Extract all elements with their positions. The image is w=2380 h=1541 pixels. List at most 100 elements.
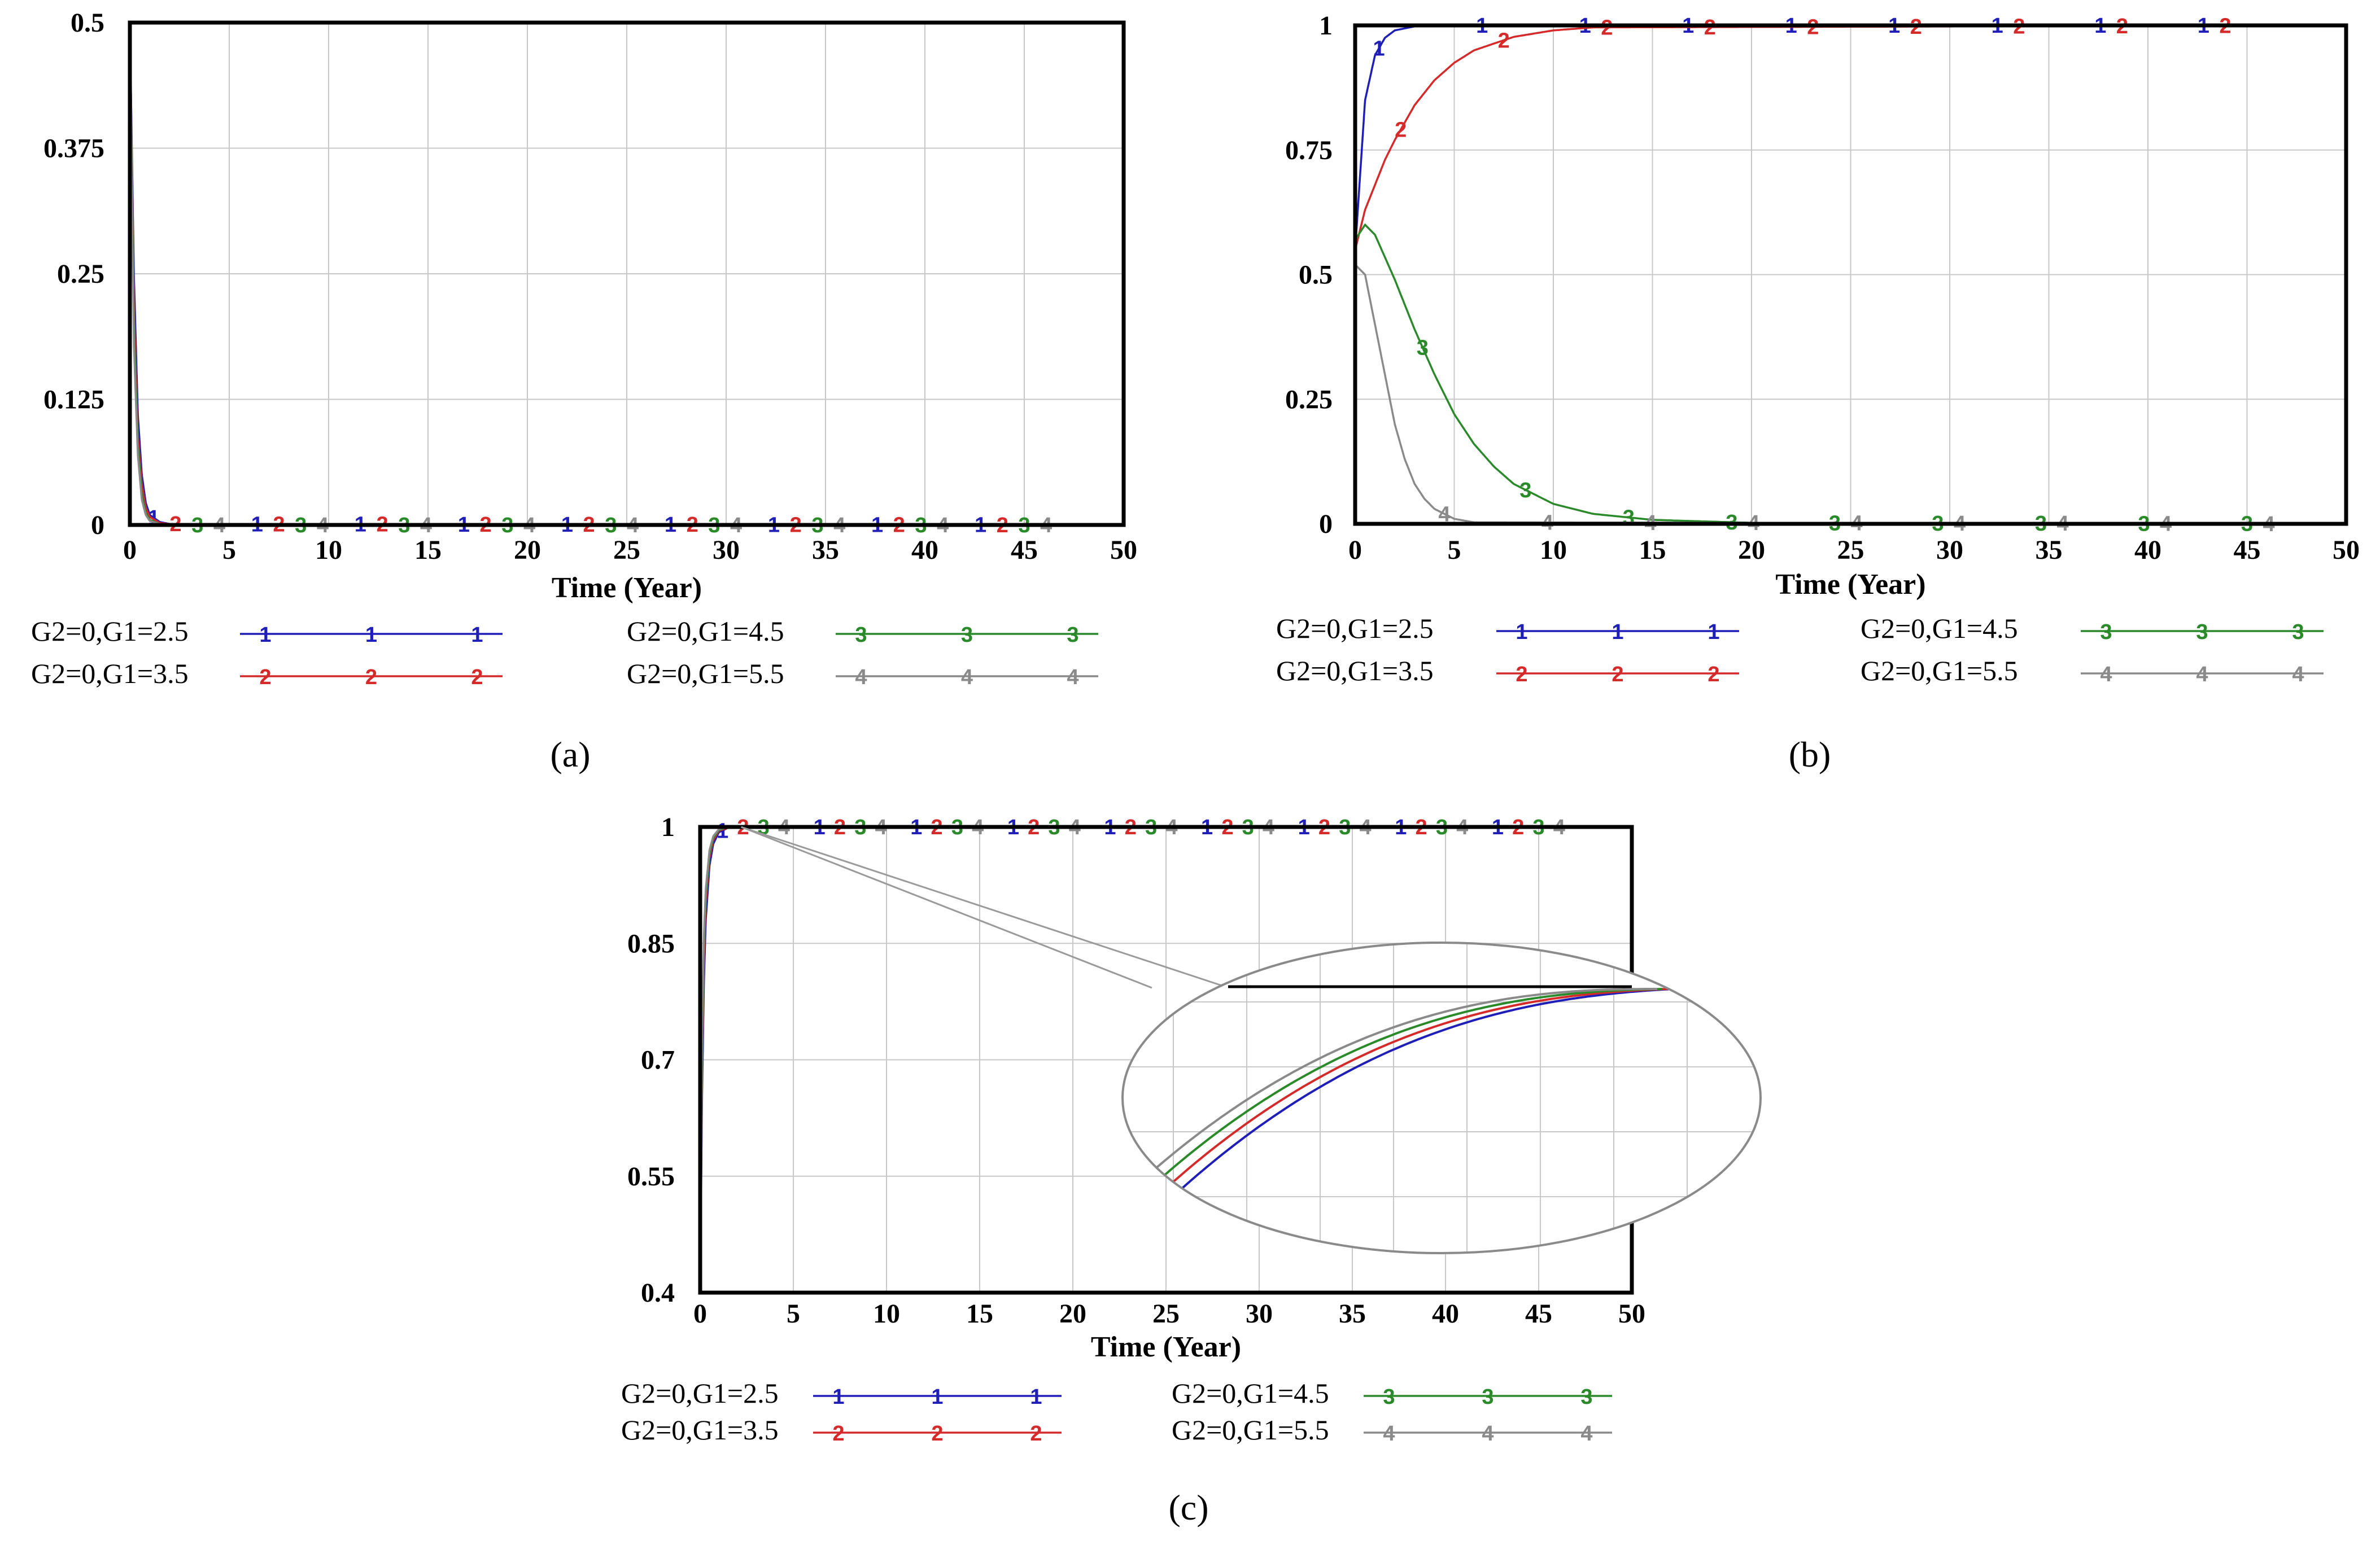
legend-item: G2=0,G1=2.5 1 1 1 xyxy=(1276,612,1739,644)
legend-swatch-marker: 4 xyxy=(855,666,867,689)
plot-frame xyxy=(128,20,1126,527)
legend-label: G2=0,G1=3.5 xyxy=(621,1414,779,1446)
legend-label: G2=0,G1=5.5 xyxy=(627,658,784,689)
legend-label: G2=0,G1=2.5 xyxy=(1276,612,1434,644)
legend-item: G2=0,G1=5.5 4 4 4 xyxy=(1172,1414,1612,1446)
y-tick-label: 1 xyxy=(661,812,675,842)
x-tick-label: 45 xyxy=(2234,535,2261,565)
legend: G2=0,G1=2.5 1 1 1 G2=0,G1=3.5 2 2 2 G2=0,G1=4.5 3… xyxy=(621,1377,1612,1446)
inset-series-line-4 xyxy=(1148,988,1657,1175)
legend-swatch-marker: 1 xyxy=(259,623,271,647)
panel-c: 1 1 1 1 1 1 1 1 12 2 2 2 2 2 2 2 23 3 3 3 3 3 3 3 34 4 4 4 4 4 4 4 40.40… xyxy=(621,812,1762,1527)
x-tick-label: 15 xyxy=(966,1299,993,1329)
y-tick-label: 0.4 xyxy=(641,1278,675,1308)
legend-swatch-marker: 2 xyxy=(1708,663,1719,686)
series-marker-2: 2 xyxy=(1704,16,1716,40)
legend-swatch-marker: 3 xyxy=(1482,1385,1493,1409)
legend-swatch-marker: 1 xyxy=(1030,1385,1042,1409)
x-tick-label: 45 xyxy=(1011,535,1038,565)
legend: G2=0,G1=2.5 1 1 1 G2=0,G1=3.5 2 2 2 G2=0,G1=4.5 3… xyxy=(31,615,1098,689)
legend-swatch-marker: 4 xyxy=(1482,1422,1493,1446)
x-tick-label: 30 xyxy=(1246,1299,1273,1329)
legend-item: G2=0,G1=4.5 3 3 3 xyxy=(1861,612,2324,644)
legend-swatch-marker: 2 xyxy=(1516,663,1527,686)
legend-swatch-marker: 2 xyxy=(1030,1422,1042,1446)
legend-swatch-marker: 1 xyxy=(931,1385,943,1409)
legend-item: G2=0,G1=5.5 4 4 4 xyxy=(1861,655,2324,686)
legend-label: G2=0,G1=4.5 xyxy=(1861,612,2018,644)
series-marker-3: 3 xyxy=(1417,336,1429,360)
legend-swatch-marker: 3 xyxy=(2292,620,2304,644)
series-marker-3: 3 xyxy=(1519,479,1531,502)
x-tick-label: 30 xyxy=(713,535,740,565)
legend-swatch-marker: 4 xyxy=(2196,663,2208,686)
x-tick-label: 10 xyxy=(315,535,342,565)
x-tick-label: 30 xyxy=(1936,535,1963,565)
x-tick-label: 20 xyxy=(1738,535,1765,565)
legend-label: G2=0,G1=4.5 xyxy=(627,615,784,647)
legend-swatch-marker: 4 xyxy=(1067,666,1078,689)
series-marker-3: 3 xyxy=(1623,506,1635,530)
x-axis-title: Time (Year) xyxy=(1775,568,1925,601)
inset-content xyxy=(1123,943,1761,1253)
legend-item: G2=0,G1=3.5 2 2 2 xyxy=(1276,655,1739,686)
inset-magnifier xyxy=(741,826,1762,1254)
plot-frame xyxy=(1353,23,2348,526)
legend-item: G2=0,G1=4.5 3 3 3 xyxy=(1172,1377,1612,1409)
legend-swatch-marker: 4 xyxy=(2292,663,2304,686)
panel-a: 1 1 1 1 1 1 1 1 12 2 2 2 2 2 2 2 23 3 3 3 3 3 3 3 34 4 4 4 4 4 4 4 400.1… xyxy=(31,8,1137,774)
legend-label: G2=0,G1=5.5 xyxy=(1861,655,2018,686)
legend-item: G2=0,G1=2.5 1 1 1 xyxy=(621,1377,1062,1409)
x-tick-label: 5 xyxy=(1448,535,1461,565)
x-tick-label: 5 xyxy=(787,1299,800,1329)
legend-swatch-marker: 2 xyxy=(471,666,483,689)
x-tick-label: 25 xyxy=(1837,535,1864,565)
x-tick-label: 10 xyxy=(1540,535,1567,565)
legend-swatch-marker: 2 xyxy=(832,1422,844,1446)
y-tick-label: 0.55 xyxy=(627,1162,675,1192)
inset-border xyxy=(1121,942,1762,1254)
legend-item: G2=0,G1=5.5 4 4 4 xyxy=(627,658,1098,689)
x-tick-label: 35 xyxy=(1339,1299,1366,1329)
legend-item: G2=0,G1=3.5 2 2 2 xyxy=(31,658,503,689)
y-tick-label: 0 xyxy=(1319,509,1333,539)
y-tick-label: 1 xyxy=(1319,11,1333,41)
y-tick-label: 0.25 xyxy=(57,259,104,289)
inset-series-line-2 xyxy=(1158,988,1668,1196)
y-tick-label: 0.5 xyxy=(71,8,104,38)
legend-swatch-marker: 3 xyxy=(1580,1385,1592,1409)
x-tick-label: 35 xyxy=(2036,535,2063,565)
legend-swatch-marker: 2 xyxy=(1612,663,1623,686)
x-tick-label: 40 xyxy=(1432,1299,1459,1329)
x-tick-label: 50 xyxy=(1110,535,1137,565)
legend-swatch-marker: 3 xyxy=(961,623,973,647)
panel-label: (a) xyxy=(550,734,590,774)
legend-swatch-marker: 2 xyxy=(259,666,271,689)
x-tick-label: 35 xyxy=(812,535,839,565)
inset-connector-line xyxy=(741,826,1152,989)
legend: G2=0,G1=2.5 1 1 1 G2=0,G1=3.5 2 2 2 G2=0,G1=4.5 3… xyxy=(1276,612,2324,686)
y-tick-label: 0.75 xyxy=(1285,135,1333,165)
x-tick-label: 20 xyxy=(1059,1299,1086,1329)
legend-item: G2=0,G1=2.5 1 1 1 xyxy=(31,615,503,647)
legend-swatch-marker: 4 xyxy=(2100,663,2112,686)
x-axis-title: Time (Year) xyxy=(552,572,702,604)
legend-swatch-marker: 1 xyxy=(471,623,483,647)
x-tick-label: 45 xyxy=(1525,1299,1552,1329)
x-tick-label: 20 xyxy=(514,535,541,565)
inset-series-line-3 xyxy=(1153,988,1663,1185)
legend-label: G2=0,G1=2.5 xyxy=(31,615,189,647)
x-tick-label: 15 xyxy=(414,535,442,565)
legend-item: G2=0,G1=3.5 2 2 2 xyxy=(621,1414,1062,1446)
legend-label: G2=0,G1=4.5 xyxy=(1172,1377,1329,1409)
legend-swatch-marker: 3 xyxy=(1383,1385,1395,1409)
y-tick-label: 0.25 xyxy=(1285,384,1333,414)
legend-swatch-marker: 1 xyxy=(1708,620,1719,644)
legend-swatch-marker: 3 xyxy=(855,623,867,647)
x-tick-label: 50 xyxy=(1618,1299,1645,1329)
y-tick-label: 0.85 xyxy=(627,929,675,958)
series-marker-2: 2 xyxy=(1807,16,1819,40)
legend-swatch-marker: 1 xyxy=(365,623,377,647)
y-tick-label: 0.125 xyxy=(43,385,104,415)
